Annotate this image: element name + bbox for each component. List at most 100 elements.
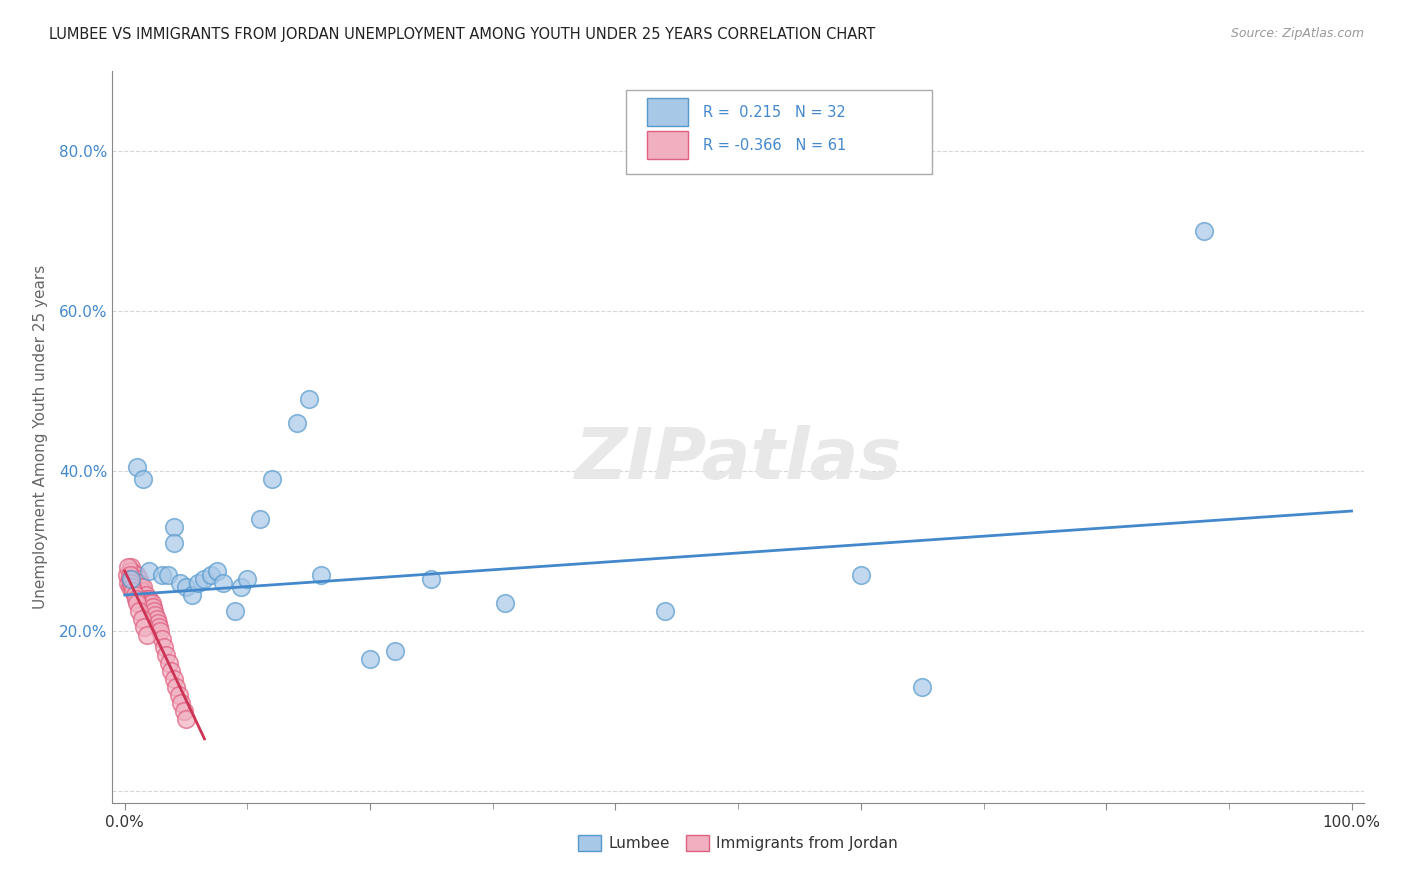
Text: R =  0.215   N = 32: R = 0.215 N = 32 [703,105,846,120]
Point [125,596,148,610]
Point [120,572,142,586]
Point [143,604,166,618]
Point [163,520,186,534]
Point [142,599,165,614]
Point [131,612,153,626]
Point [654,604,676,618]
Point [156,568,179,582]
Point [120,572,142,586]
Point [125,580,148,594]
Point [121,568,143,582]
Point [124,576,146,591]
Point [249,512,271,526]
Point [231,580,253,594]
Point [131,584,153,599]
Point [124,588,146,602]
Point [174,712,197,726]
Point [138,564,160,578]
Point [205,564,228,578]
Point [117,576,139,591]
Point [132,472,155,486]
FancyBboxPatch shape [626,90,932,174]
Point [153,640,176,654]
Point [155,648,177,662]
Point [212,576,235,591]
Point [420,572,443,586]
Point [121,576,143,591]
Point [193,572,215,586]
Point [170,696,193,710]
Point [145,607,167,622]
Point [124,568,146,582]
Point [134,620,156,634]
Point [129,580,152,594]
Text: ZIPatlas: ZIPatlas [575,425,901,493]
Point [150,632,173,646]
Point [141,596,163,610]
Point [120,560,142,574]
Point [127,580,149,594]
Text: R = -0.366   N = 61: R = -0.366 N = 61 [703,137,846,153]
Point [149,624,172,638]
Point [167,688,190,702]
Point [118,580,141,594]
Point [911,680,934,694]
Point [118,572,141,586]
Point [359,652,381,666]
Point [165,680,187,694]
Point [494,596,516,610]
Point [117,560,139,574]
Point [134,591,156,606]
Point [128,576,150,591]
Y-axis label: Unemployment Among Youth under 25 years: Unemployment Among Youth under 25 years [32,265,48,609]
Point [125,568,148,582]
Point [125,591,148,606]
Point [145,612,167,626]
Point [236,572,259,586]
Point [224,604,246,618]
Point [298,392,321,406]
Point [160,664,183,678]
Point [139,599,162,614]
Point [128,572,150,586]
Point [260,472,283,486]
Point [200,568,222,582]
Point [138,591,160,606]
Point [384,644,406,658]
Point [115,568,138,582]
Point [849,568,872,582]
Point [135,591,157,606]
Point [120,564,142,578]
Point [132,588,155,602]
Point [121,580,143,594]
Point [173,704,195,718]
Point [132,580,155,594]
Point [309,568,332,582]
Point [169,576,191,591]
Legend: Lumbee, Immigrants from Jordan: Lumbee, Immigrants from Jordan [572,830,904,857]
Point [146,615,169,630]
Point [128,604,150,618]
Point [157,656,180,670]
Point [135,588,157,602]
Text: Source: ZipAtlas.com: Source: ZipAtlas.com [1230,27,1364,40]
Point [150,568,173,582]
Point [163,672,186,686]
Point [135,628,157,642]
Point [148,620,170,634]
FancyBboxPatch shape [647,98,688,126]
Point [120,576,142,591]
Point [163,536,186,550]
Point [118,568,141,582]
Point [136,596,159,610]
Point [285,416,308,430]
Point [181,588,204,602]
Point [122,572,145,586]
Text: LUMBEE VS IMMIGRANTS FROM JORDAN UNEMPLOYMENT AMONG YOUTH UNDER 25 YEARS CORRELA: LUMBEE VS IMMIGRANTS FROM JORDAN UNEMPLO… [49,27,876,42]
Point [122,584,145,599]
Point [125,460,148,475]
FancyBboxPatch shape [647,131,688,159]
Point [174,580,197,594]
Point [125,576,148,591]
Point [187,576,209,591]
